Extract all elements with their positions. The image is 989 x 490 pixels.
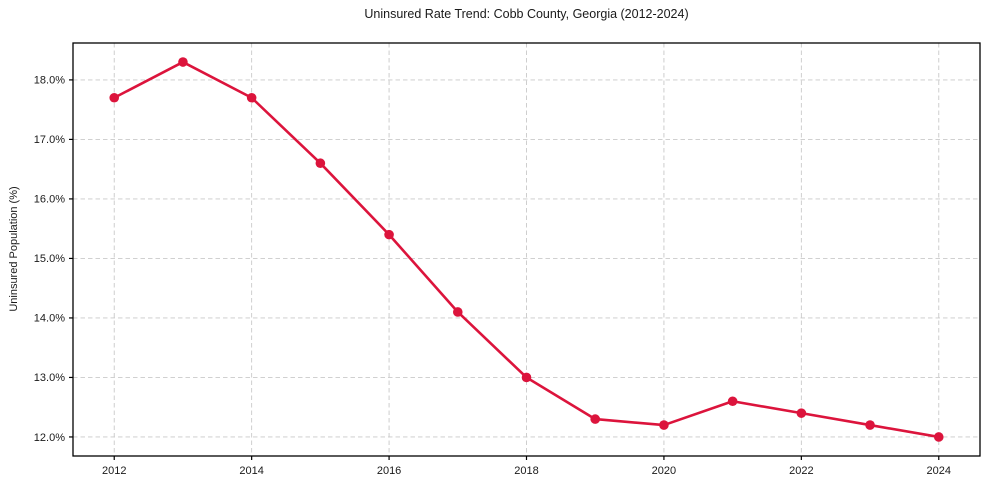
data-point — [452, 307, 463, 317]
y-tick-label: 13.0% — [34, 372, 65, 384]
data-point — [178, 57, 188, 67]
data-point — [659, 420, 669, 430]
y-tick-label: 14.0% — [34, 313, 65, 325]
x-tick-label: 2014 — [239, 465, 263, 477]
data-point — [315, 158, 326, 169]
x-tick-label: 2012 — [102, 465, 126, 477]
data-point — [109, 92, 120, 103]
y-tick-label: 16.0% — [34, 194, 65, 206]
data-point — [796, 408, 807, 418]
x-tick-label: 2020 — [652, 465, 676, 477]
x-tick-label: 2016 — [377, 465, 401, 477]
x-tick-label: 2022 — [789, 465, 813, 477]
y-tick-label: 18.0% — [34, 75, 65, 87]
data-point — [384, 229, 394, 240]
y-tick-label: 15.0% — [34, 253, 65, 265]
data-point — [865, 420, 875, 430]
data-point — [246, 92, 257, 103]
y-tick-label: 17.0% — [34, 134, 65, 146]
data-point — [590, 414, 601, 424]
data-point — [933, 432, 944, 442]
data-point — [727, 396, 738, 407]
x-tick-label: 2024 — [927, 465, 951, 477]
y-tick-label: 12.0% — [34, 432, 65, 444]
chart-title: Uninsured Rate Trend: Cobb County, Georg… — [364, 7, 689, 21]
data-point — [521, 372, 532, 383]
x-tick-label: 2018 — [514, 465, 538, 477]
